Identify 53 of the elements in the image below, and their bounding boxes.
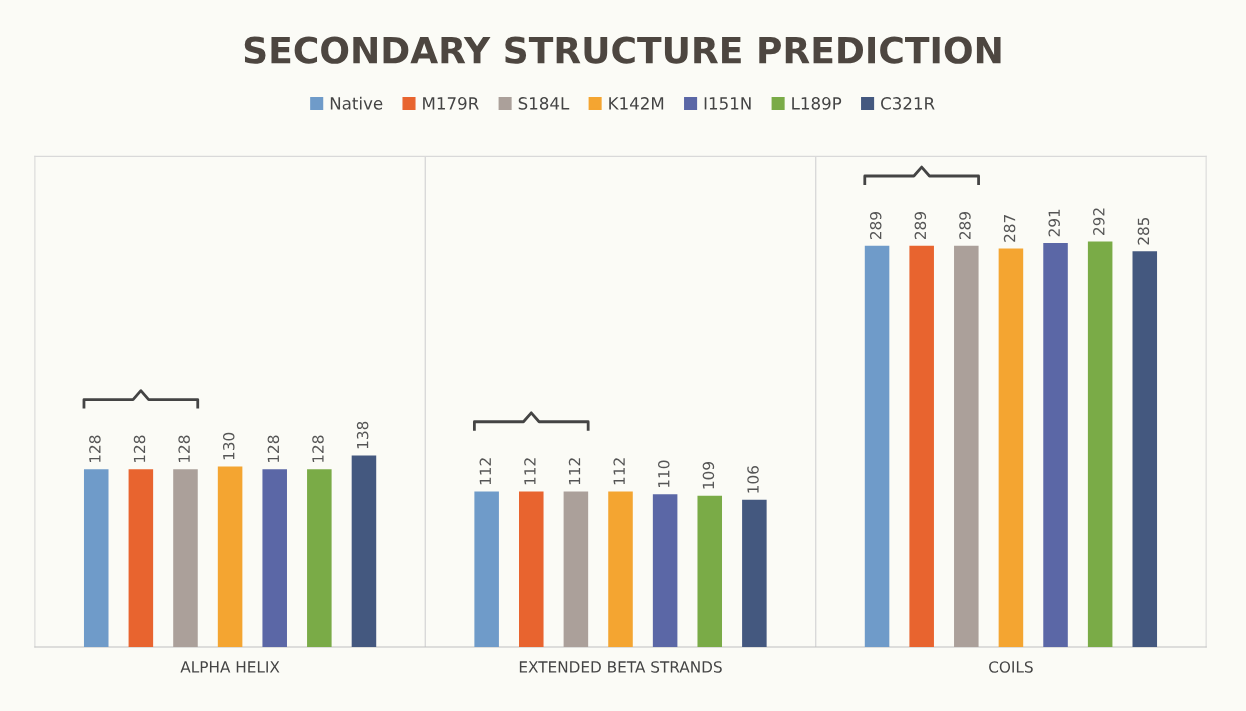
bar xyxy=(474,491,499,648)
x-tick-label: ALPHA HELIX xyxy=(180,661,280,673)
bar xyxy=(217,466,243,648)
bar xyxy=(351,455,377,648)
data-label: 112 xyxy=(613,458,625,485)
legend-label: K142M xyxy=(609,97,664,110)
chart-title: SECONDARY STRUCTURE PREDICTION xyxy=(244,36,1001,64)
bar xyxy=(307,469,332,648)
bar xyxy=(998,248,1024,648)
data-label: 110 xyxy=(658,460,670,488)
data-label: 138 xyxy=(356,421,369,449)
bar xyxy=(1043,242,1068,648)
legend-label: M179R xyxy=(423,97,479,110)
bar xyxy=(697,495,723,648)
data-label: 130 xyxy=(222,432,235,460)
data-label: 112 xyxy=(479,458,491,485)
x-tick-label: EXTENDED BETA STRANDS xyxy=(519,661,722,673)
data-label: 112 xyxy=(568,458,581,485)
bar xyxy=(864,245,890,648)
x-tick-label: COILS xyxy=(989,661,1033,673)
data-label: 285 xyxy=(1137,217,1150,245)
bar xyxy=(173,469,198,648)
bar xyxy=(128,469,154,648)
data-label: 106 xyxy=(747,466,759,493)
data-label: 109 xyxy=(702,462,715,489)
data-label: 289 xyxy=(869,212,882,240)
legend-label: C321R xyxy=(881,97,935,110)
bar xyxy=(262,469,287,648)
legend-label: I151N xyxy=(704,97,751,110)
data-label: 289 xyxy=(959,212,971,240)
data-label: 289 xyxy=(914,212,927,240)
bar xyxy=(1087,241,1113,648)
data-label: 291 xyxy=(1048,209,1060,237)
data-label: 287 xyxy=(1003,215,1016,242)
data-label: 128 xyxy=(312,435,324,463)
bar xyxy=(909,245,934,648)
bar xyxy=(608,491,633,648)
bar xyxy=(83,469,109,648)
bar xyxy=(1132,251,1158,648)
bar xyxy=(519,491,544,648)
data-label: 112 xyxy=(524,458,536,485)
data-label: 128 xyxy=(89,435,101,463)
data-label: 128 xyxy=(267,435,280,463)
data-label: 292 xyxy=(1093,208,1105,235)
legend-label: Native xyxy=(330,96,383,110)
bar xyxy=(563,491,589,648)
bar xyxy=(652,494,678,648)
data-label: 128 xyxy=(178,435,190,463)
bar xyxy=(742,499,767,648)
data-label: 128 xyxy=(133,435,146,463)
legend-label: S184L xyxy=(518,97,570,110)
legend-label: L189P xyxy=(792,97,842,110)
bar xyxy=(954,245,979,648)
